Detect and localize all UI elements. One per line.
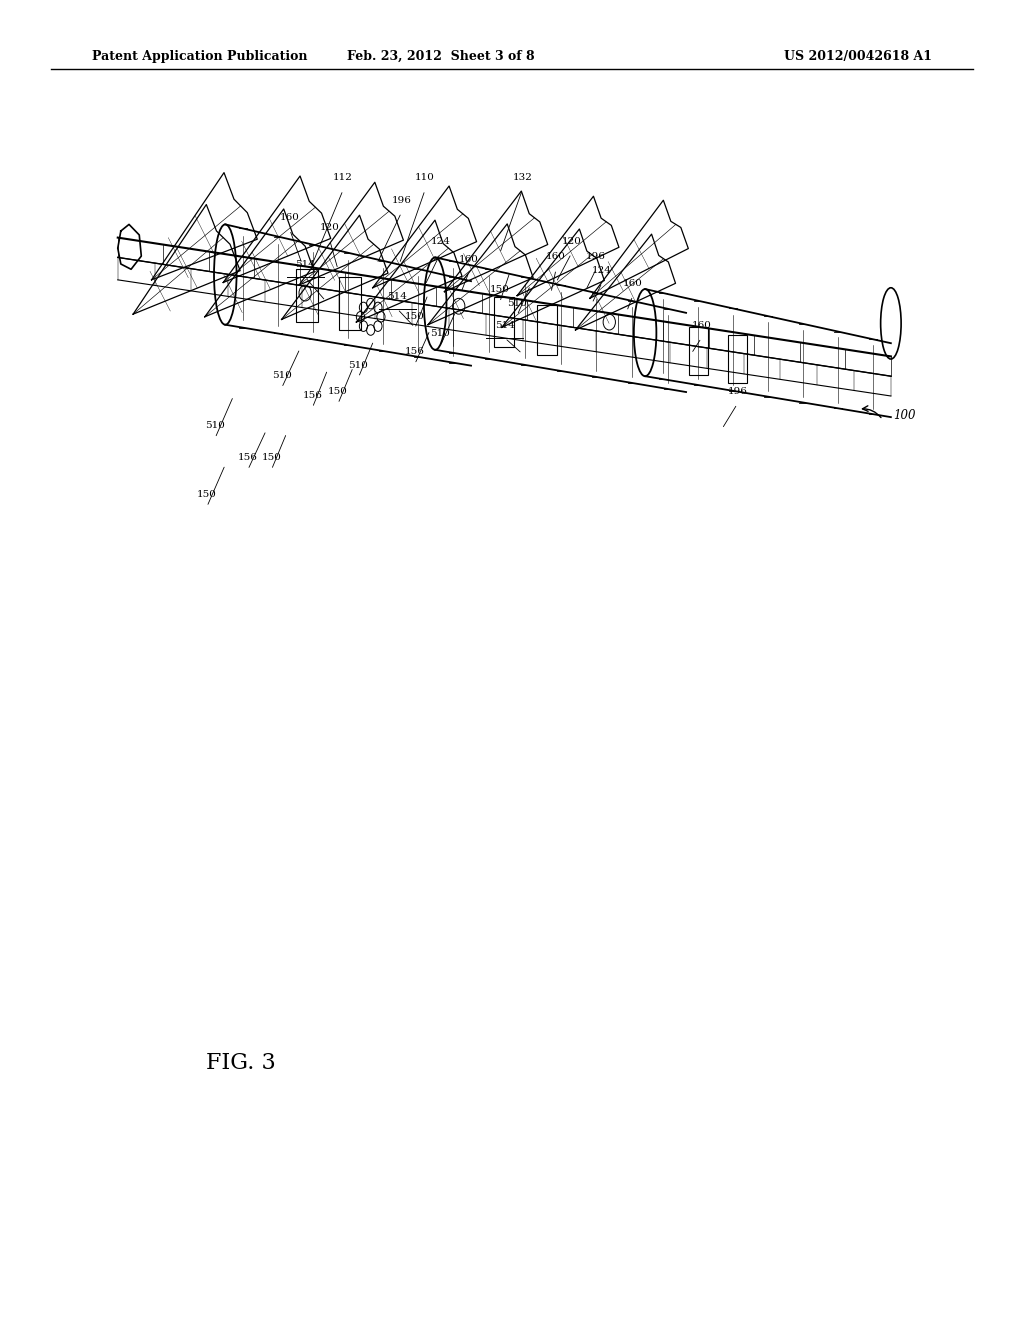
Text: 196: 196 xyxy=(586,252,606,261)
Text: 156: 156 xyxy=(302,391,323,400)
Text: 510: 510 xyxy=(205,421,225,430)
Text: 510: 510 xyxy=(430,329,451,338)
Text: 510: 510 xyxy=(271,371,292,380)
Text: US 2012/0042618 A1: US 2012/0042618 A1 xyxy=(783,50,932,63)
Text: 150: 150 xyxy=(197,490,217,499)
Text: 196: 196 xyxy=(727,387,748,396)
Text: 124: 124 xyxy=(430,236,451,246)
Text: 156: 156 xyxy=(404,347,425,356)
Text: 510: 510 xyxy=(348,360,369,370)
Text: 196: 196 xyxy=(391,195,412,205)
Text: 156: 156 xyxy=(238,453,258,462)
Text: 510: 510 xyxy=(507,298,527,308)
Text: 150: 150 xyxy=(261,453,282,462)
Text: 160: 160 xyxy=(280,213,300,222)
Text: 160: 160 xyxy=(691,321,712,330)
Text: 150: 150 xyxy=(489,285,510,294)
Text: 132: 132 xyxy=(512,173,532,182)
Text: Feb. 23, 2012  Sheet 3 of 8: Feb. 23, 2012 Sheet 3 of 8 xyxy=(346,50,535,63)
Text: FIG. 3: FIG. 3 xyxy=(206,1052,275,1073)
Text: 514: 514 xyxy=(295,260,315,269)
Text: 124: 124 xyxy=(592,265,612,275)
Text: 160: 160 xyxy=(546,252,566,261)
Text: 120: 120 xyxy=(319,223,340,232)
Text: 112: 112 xyxy=(333,173,353,182)
Text: 514: 514 xyxy=(387,292,408,301)
Text: 514: 514 xyxy=(495,321,515,330)
Text: 160: 160 xyxy=(623,279,643,288)
Text: Patent Application Publication: Patent Application Publication xyxy=(92,50,307,63)
Text: 160: 160 xyxy=(459,255,479,264)
Text: 100: 100 xyxy=(893,409,915,422)
Text: 150: 150 xyxy=(404,312,425,321)
Text: 150: 150 xyxy=(328,387,348,396)
Text: 110: 110 xyxy=(415,173,435,182)
Text: 120: 120 xyxy=(561,236,582,246)
